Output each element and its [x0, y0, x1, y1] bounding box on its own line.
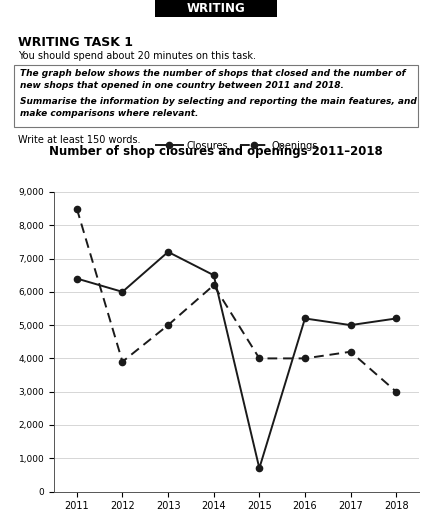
- Text: Write at least 150 words.: Write at least 150 words.: [18, 135, 140, 145]
- Bar: [155, 0, 277, 17]
- Text: Number of shop closures and openings 2011–2018: Number of shop closures and openings 201…: [49, 145, 383, 159]
- Text: WRITING: WRITING: [187, 2, 245, 14]
- Text: WRITING TASK 1: WRITING TASK 1: [18, 36, 133, 50]
- Text: You should spend about 20 minutes on this task.: You should spend about 20 minutes on thi…: [18, 51, 256, 61]
- Text: The graph below shows the number of shops that closed and the number of: The graph below shows the number of shop…: [20, 70, 406, 78]
- Text: make comparisons where relevant.: make comparisons where relevant.: [20, 110, 198, 118]
- Text: Summarise the information by selecting and reporting the main features, and: Summarise the information by selecting a…: [20, 97, 417, 106]
- Bar: [14, 65, 418, 127]
- Text: new shops that opened in one country between 2011 and 2018.: new shops that opened in one country bet…: [20, 81, 344, 91]
- Legend: Closures, Openings: Closures, Openings: [152, 137, 321, 155]
